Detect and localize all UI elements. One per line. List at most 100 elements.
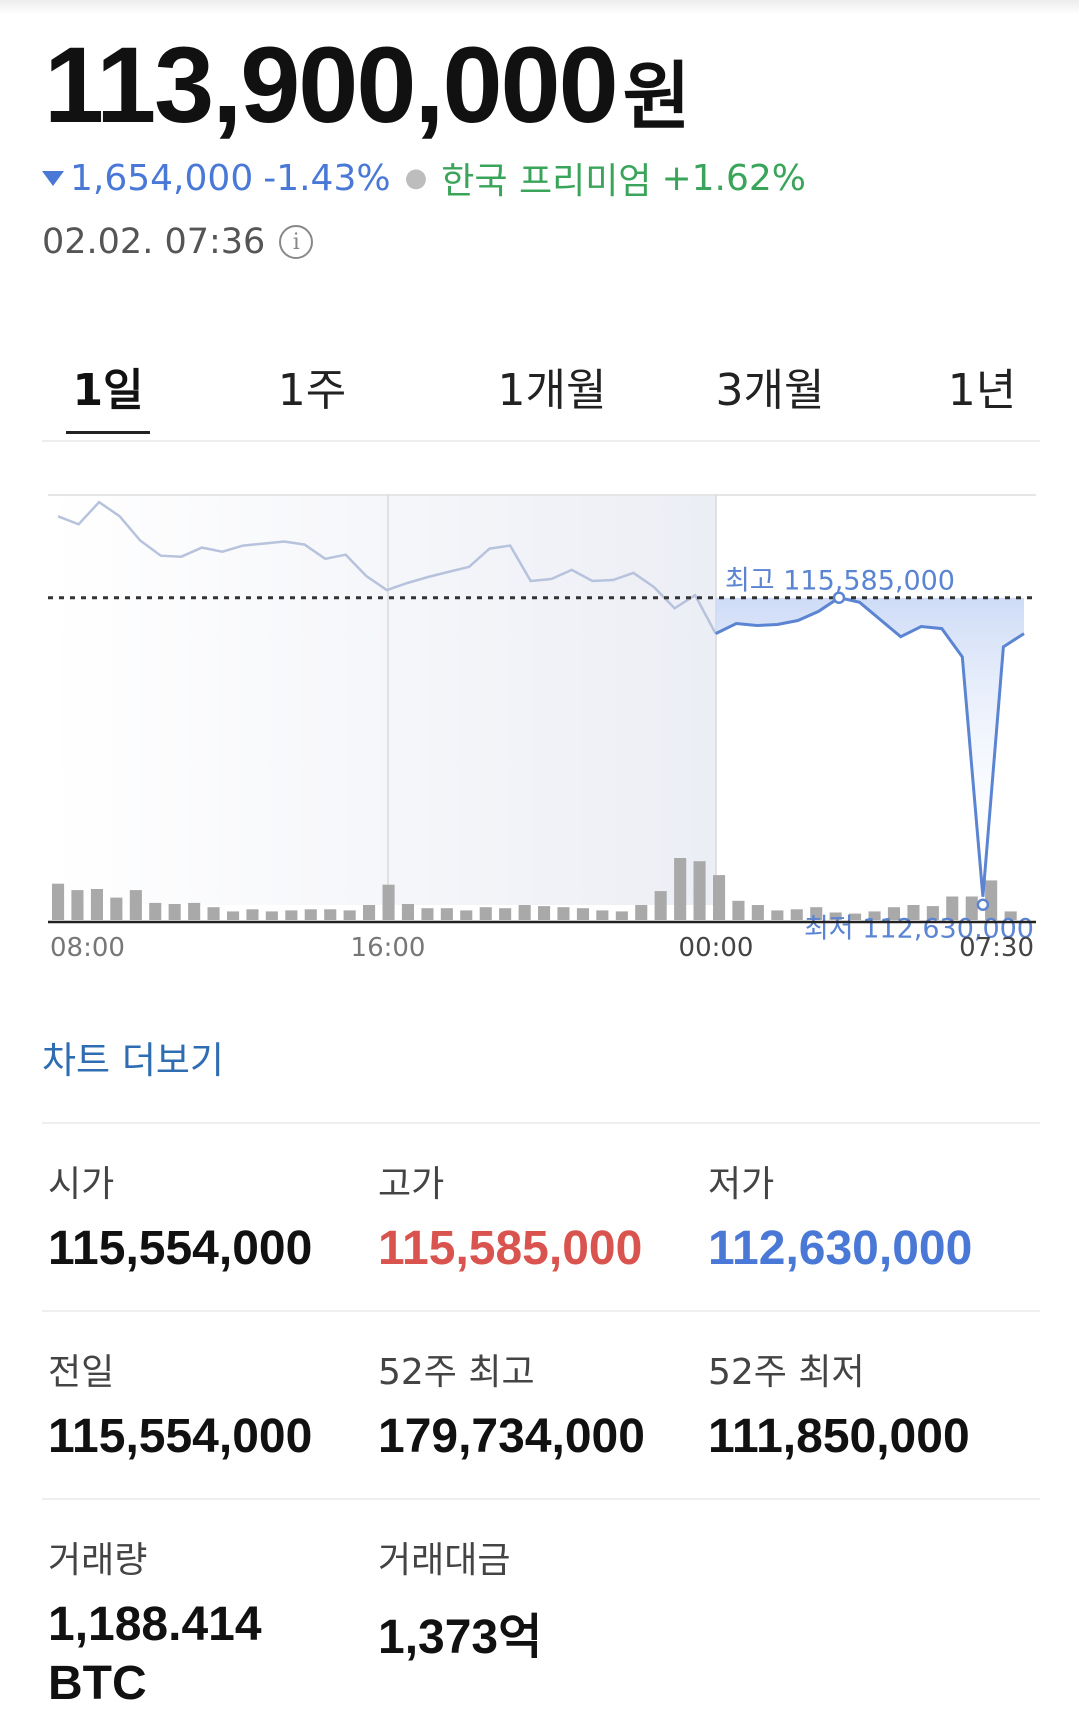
stat-label: 52주 최고 xyxy=(378,1352,535,1393)
current-price: 113,900,000 xyxy=(44,24,619,145)
price-display: 113,900,000 원 xyxy=(44,22,691,147)
stat-value: 115,554,000 xyxy=(48,1222,313,1275)
volume-bar xyxy=(596,910,609,920)
stat-label: 시가 xyxy=(48,1164,115,1205)
volume-bar xyxy=(71,890,84,920)
volume-bar xyxy=(343,910,356,920)
premium-value: +1.62% xyxy=(661,157,806,199)
stat-volume: 거래량 1,188.414 BTC xyxy=(48,1531,262,1711)
x-tick-1600: 16:00 xyxy=(351,933,426,960)
volume-bar xyxy=(90,889,103,920)
stat-high: 고가 115,585,000 xyxy=(378,1155,642,1276)
stat-52w-low: 52주 최저 111,850,000 xyxy=(708,1343,970,1464)
volume-bar xyxy=(887,907,900,920)
volume-bar xyxy=(1004,911,1017,920)
volume-bar xyxy=(926,906,939,920)
volume-bar xyxy=(479,907,492,920)
price-chart-svg: 최고 115,585,000 최저 112,630,000 08:00 16:0… xyxy=(48,494,1036,963)
stat-open: 시가 115,554,000 xyxy=(48,1155,312,1276)
stat-value-unit: BTC xyxy=(48,1657,147,1710)
high-label: 최고 115,585,000 xyxy=(725,566,955,597)
volume-bar xyxy=(946,896,959,920)
volume-bar xyxy=(285,910,298,920)
volume-bar xyxy=(304,909,317,920)
change-amount: 1,654,000 xyxy=(70,157,254,199)
stat-value: 111,850,000 xyxy=(708,1410,970,1463)
volume-bar xyxy=(790,909,803,920)
timestamp-row: 02.02. 07:36 i xyxy=(42,222,314,262)
volume-bar xyxy=(188,902,201,920)
volume-bar xyxy=(576,908,589,920)
volume-bar xyxy=(421,908,434,920)
tab-1-month[interactable]: 1개월 xyxy=(497,365,607,416)
divider-1 xyxy=(42,1122,1040,1124)
volume-bar xyxy=(324,909,337,920)
overnight-shade xyxy=(48,495,716,905)
stat-label: 52주 최저 xyxy=(708,1352,865,1393)
tab-1-day[interactable]: 1일 xyxy=(72,365,144,416)
volume-bar xyxy=(829,912,842,920)
volume-bar xyxy=(460,910,473,920)
tab-1-year[interactable]: 1년 xyxy=(947,365,1017,416)
divider-2 xyxy=(42,1310,1040,1312)
tab-1-week[interactable]: 1주 xyxy=(277,365,347,416)
price-area xyxy=(715,597,1024,897)
volume-bar xyxy=(401,904,414,920)
separator-dot: ● xyxy=(404,163,428,193)
timestamp: 02.02. 07:36 xyxy=(42,222,266,262)
volume-bar xyxy=(693,861,706,920)
stat-52w-high: 52주 최고 179,734,000 xyxy=(378,1343,645,1464)
volume-bar xyxy=(751,905,764,920)
stat-label: 거래대금 xyxy=(378,1540,511,1581)
price-unit: 원 xyxy=(622,54,691,140)
volume-bar xyxy=(382,884,395,920)
volume-bar xyxy=(207,907,220,920)
active-tab-indicator xyxy=(66,431,150,434)
volume-bar xyxy=(985,880,998,920)
high-marker xyxy=(832,591,846,604)
stat-previous-close: 전일 115,554,000 xyxy=(48,1343,312,1464)
price-line-today xyxy=(715,596,1025,897)
stat-label: 저가 xyxy=(708,1164,775,1205)
chart-more-link[interactable]: 차트 더보기 xyxy=(42,1039,224,1082)
stat-low: 저가 112,630,000 xyxy=(708,1155,972,1276)
stat-label: 고가 xyxy=(378,1164,445,1205)
stat-value: 1,188.414 xyxy=(48,1598,262,1651)
volume-bar xyxy=(538,906,551,920)
premium-label: 한국 프리미엄 xyxy=(441,161,652,202)
volume-bar xyxy=(265,911,278,920)
volume-bar xyxy=(615,911,628,920)
price-line-previous xyxy=(57,500,717,635)
volume-bar xyxy=(849,913,862,920)
stat-value: 112,630,000 xyxy=(708,1222,973,1275)
volume-bar xyxy=(52,883,65,920)
info-icon[interactable]: i xyxy=(279,225,314,259)
top-shadow xyxy=(0,0,1079,14)
stat-label: 거래량 xyxy=(48,1540,148,1581)
stat-label: 전일 xyxy=(48,1352,115,1393)
volume-bar xyxy=(810,907,823,920)
volume-bar xyxy=(440,908,453,920)
volume-bar xyxy=(635,905,648,920)
divider-3 xyxy=(42,1498,1040,1500)
price-chart[interactable]: 최고 115,585,000 최저 112,630,000 08:00 16:0… xyxy=(0,480,1079,963)
volume-bar xyxy=(557,907,570,920)
volume-bar xyxy=(674,858,687,920)
volume-bar xyxy=(129,890,142,920)
volume-bar xyxy=(227,911,240,920)
volume-bar xyxy=(654,891,667,920)
low-marker xyxy=(976,898,990,911)
change-percent: -1.43% xyxy=(263,157,391,199)
tab-3-month[interactable]: 3개월 xyxy=(715,365,825,416)
volume-bar xyxy=(732,900,745,920)
stat-value: 1,373억 xyxy=(378,1611,543,1664)
volume-bar xyxy=(149,902,162,920)
volume-bar xyxy=(771,910,784,920)
volume-bar xyxy=(363,905,376,920)
stat-value: 179,734,000 xyxy=(378,1410,645,1463)
down-arrow-icon xyxy=(42,170,64,186)
volume-bar xyxy=(499,908,512,920)
volume-bar xyxy=(965,896,978,920)
stat-trade-amount: 거래대금 1,373억 xyxy=(378,1531,542,1667)
change-row: 1,654,000 -1.43% ● 한국 프리미엄 +1.62% xyxy=(42,152,806,204)
